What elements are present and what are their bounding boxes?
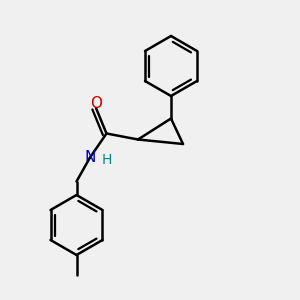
Text: O: O xyxy=(90,96,102,111)
Text: N: N xyxy=(84,150,96,165)
Text: H: H xyxy=(101,154,112,167)
